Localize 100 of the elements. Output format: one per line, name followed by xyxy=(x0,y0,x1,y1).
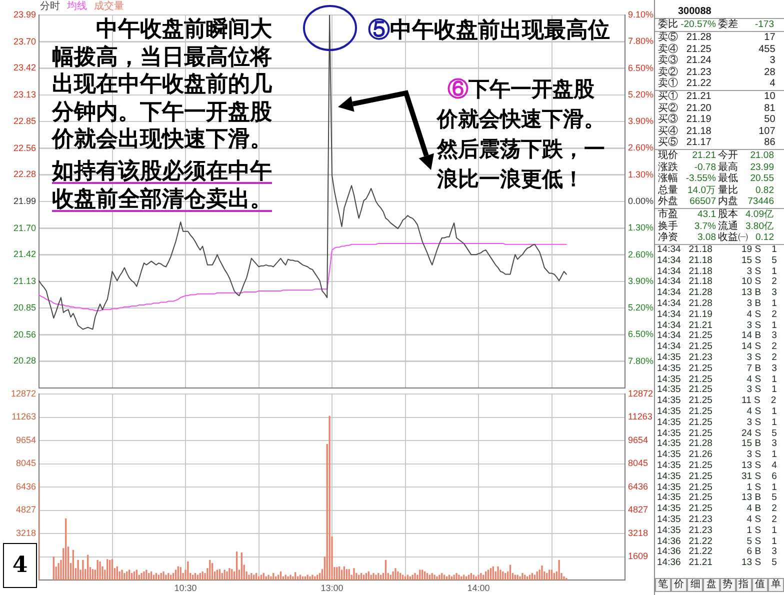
y2-tick-label: 11263 xyxy=(628,412,652,422)
y-tick-label: 20.85 xyxy=(13,302,36,312)
text: 总量 14.0万 量比 0.82 xyxy=(658,184,774,196)
y-tick-label: 22.56 xyxy=(13,142,36,153)
y-tick-label: 12872 xyxy=(10,388,36,398)
y2-tick-label: 1609 xyxy=(628,551,648,562)
y-tick-label: 22.85 xyxy=(13,116,36,126)
y-tick-label: 20.28 xyxy=(13,355,36,366)
y2-tick-label: 6436 xyxy=(628,481,648,492)
text: 14:35 21.23 4 S 2 xyxy=(657,514,777,526)
annotation: ⑥下午一开盘股价就会快速下滑。然后震荡下跌，一浪比一浪更低！ xyxy=(437,75,606,193)
y-tick-label: 21.13 xyxy=(13,276,36,286)
text: 14:35 21.25 3 S 1 xyxy=(657,416,777,429)
text: 涨跌 -0.78 最高 23.99 xyxy=(658,162,774,172)
text: 14:36 21.21 13 S 5 xyxy=(657,557,777,569)
text: 14:35 21.25 3 S 1 xyxy=(657,384,777,396)
text: 14:36 21.22 6 B 3 xyxy=(657,546,777,558)
y2-tick-label: 4827 xyxy=(628,504,648,515)
text: 300088 xyxy=(678,6,712,18)
tab: 单 xyxy=(768,578,784,592)
y2-tick-label: 6.50% xyxy=(628,329,654,340)
text: 卖① 21.22 4 xyxy=(658,78,776,90)
text: 14:36 21.22 5 S 1 xyxy=(657,536,777,547)
y-tick-label: 21.99 xyxy=(13,196,36,206)
text: 委比 -20.57% 委差 -173 xyxy=(658,19,774,30)
y2-tick-label: 9.10% xyxy=(628,9,654,20)
text: 卖④ 21.25 455 xyxy=(658,44,776,54)
text: 14:34 21.19 4 S 2 xyxy=(657,308,777,321)
text: 买③ 21.19 50 xyxy=(658,114,776,126)
text: 14:34 21.18 15 S 5 xyxy=(657,254,777,267)
annotation: ⑤中午收盘前出现最高位 xyxy=(368,17,610,43)
y-tick-label: 23.42 xyxy=(13,62,36,73)
y2-tick-label: 1.30% xyxy=(628,222,654,233)
text: 14:35 21.25 4 S 1 xyxy=(657,406,777,418)
y-tick-label: 23.70 xyxy=(13,36,36,47)
y-tick-label: 21.42 xyxy=(13,249,36,260)
text: 14:35 21.23 3 S 2 xyxy=(657,352,777,364)
text: 买② 21.20 81 xyxy=(658,102,776,114)
x-tick-label: 10:30 xyxy=(174,582,197,593)
text: 14:35 21.25 13 B 5 xyxy=(657,492,777,504)
y2-tick-label: 7.80% xyxy=(628,356,654,366)
text: 卖⑤ 21.28 17 xyxy=(658,32,776,44)
text: 分时 xyxy=(40,1,60,12)
y2-tick-label: 8045 xyxy=(628,458,648,468)
y2-tick-label: 2.60% xyxy=(628,249,654,260)
text: 14:35 21.23 1 S 1 xyxy=(657,524,777,537)
y2-tick-label: 5.20% xyxy=(628,89,654,100)
annotation: 中午收盘前瞬间大幅拨高，当日最高位将出现在中午收盘前的几分钟内。下午一开盘股价就会出现快速下滑。 xyxy=(52,16,273,154)
text: 净资 3.08 收益㈠ 0.12 xyxy=(658,232,774,243)
text: 卖② 21.23 28 xyxy=(658,66,776,78)
annotation: 如持有该股必须在中午收盘前全部清仓卖出。 xyxy=(52,158,273,214)
y2-tick-label: 1.30% xyxy=(628,169,654,180)
y2-tick-label: 3.90% xyxy=(628,276,654,286)
y2-tick-label: 5.20% xyxy=(628,302,654,313)
y2-tick-label: 9654 xyxy=(628,434,648,445)
text: 均线 xyxy=(67,1,87,12)
y-tick-label: 6436 xyxy=(16,481,36,492)
y2-tick-label: 12872 xyxy=(628,388,654,398)
tab: 笔 xyxy=(655,578,672,592)
text: 买④ 21.18 107 xyxy=(658,126,776,136)
y-tick-label: 4827 xyxy=(16,504,36,515)
y2-tick-label: 3218 xyxy=(628,528,648,538)
text: 14:35 21.25 7 B 3 xyxy=(657,362,777,375)
y-tick-label: 23.13 xyxy=(13,90,36,100)
text: 市盈 43.1 股本 4.09亿 xyxy=(658,209,774,220)
text: 14:34 21.25 14 B 3 xyxy=(657,330,777,342)
text: 14:35 21.25 31 S 6 xyxy=(657,470,777,483)
tab: 势 xyxy=(720,578,736,592)
y2-tick-label: 6.50% xyxy=(628,62,654,73)
tab: 值 xyxy=(752,578,768,592)
text: 现价 21.21 今开 21.08 xyxy=(658,150,774,161)
text: 14:34 21.18 3 S 1 xyxy=(657,266,777,277)
y-tick-label: 21.70 xyxy=(13,223,36,234)
y-tick-label: 8045 xyxy=(16,458,36,468)
y2-tick-label: 0.00% xyxy=(628,196,654,206)
text: 14:34 21.21 3 S 1 xyxy=(657,320,777,331)
tab: 价 xyxy=(671,578,688,592)
y-tick-label: 9654 xyxy=(16,434,36,445)
text: 14:35 21.25 24 S 5 xyxy=(657,428,777,439)
text: 换手 3.7% 流通 3.80亿 xyxy=(658,220,774,232)
text: 14:35 21.25 4 B 2 xyxy=(657,503,777,515)
x-tick-label: 14:00 xyxy=(467,582,490,593)
tab: 指 xyxy=(736,578,752,592)
text: 14:35 21.28 15 B 3 xyxy=(657,438,777,450)
y2-tick-label: 7.80% xyxy=(628,36,654,46)
text: 14:34 21.25 14 S 2 xyxy=(657,341,777,353)
text: 14:34 21.18 10 S 2 xyxy=(657,276,777,288)
text: 卖③ 21.24 3 xyxy=(658,55,776,66)
y-tick-label: 20.56 xyxy=(13,329,36,340)
y2-tick-label: 3.90% xyxy=(628,116,654,126)
x-tick-label: 13:00 xyxy=(320,582,344,593)
text: 成交量 xyxy=(94,1,124,12)
text: 买① 21.21 10 xyxy=(658,91,776,102)
y2-tick-label: 2.60% xyxy=(628,142,654,153)
y-tick-label: 23.99 xyxy=(13,9,36,20)
text: 涨幅 -3.55% 最低 20.55 xyxy=(658,173,774,184)
text: 14:34 21.28 3 B 1 xyxy=(657,298,777,310)
text: 14:35 21.25 11 S 2 xyxy=(657,395,776,407)
tab: 盘 xyxy=(703,578,720,592)
text: 买⑤ 21.17 86 xyxy=(658,137,776,148)
